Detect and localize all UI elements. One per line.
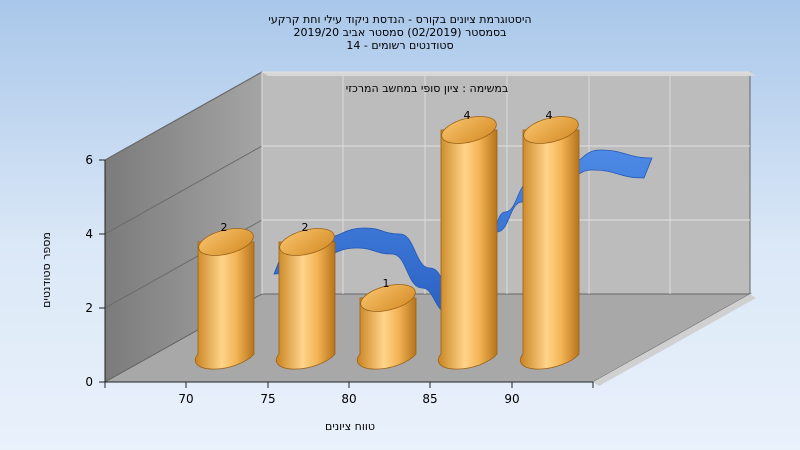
bar-value-label: 4 [464,109,471,122]
back-wall-edge [262,72,756,76]
bar-90: 4 [519,109,580,370]
chart-subtitle: במשימה : ציון סופי במחשב המרכזי [346,82,509,95]
y-tick-label: 4 [85,227,93,241]
grid-lines [104,71,750,309]
floor-front-edge [593,294,756,386]
bar-body [437,129,498,370]
bar-value-label: 2 [221,221,228,234]
bars-group: 2 2 1 4 4 [194,109,580,370]
grid-line-side [104,71,263,161]
bar-body [356,297,417,370]
x-tick-label: 85 [422,392,437,406]
bar-value-label: 4 [546,109,553,122]
x-axis-label: טווח ציונים [325,420,375,433]
bar-top [198,228,254,256]
bar-top [441,116,497,144]
x-tick-label: 80 [341,392,356,406]
title-line-3: סטודנטים רשומים - 14 [346,39,453,52]
y-tick-label: 2 [85,301,93,315]
bar-body [519,129,580,370]
bar-75: 2 [275,221,336,370]
bar-80: 1 [356,277,417,370]
bar-body [275,241,336,370]
chart-title: היסטוגרמת ציונים בקורס - הנדסת ניקוד עיל… [268,13,531,52]
grid-line-side [104,145,263,235]
bar-body [194,241,255,370]
bar-top [279,228,335,256]
y-tick-label: 0 [85,375,93,389]
y-tick-label: 6 [85,153,93,167]
title-line-2: בסמסטר (02/2019) סמסטר אביב 2019/20 [293,26,506,39]
x-tick-label: 75 [260,392,275,406]
curve-ribbon [273,149,653,313]
title-line-1: היסטוגרמת ציונים בקורס - הנדסת ניקוד עיל… [268,13,531,26]
bar-value-label: 1 [383,277,390,290]
bar-85: 4 [437,109,498,370]
distribution-curve [273,149,653,313]
axes-group: 0 2 4 6 70 75 80 85 90 [85,153,594,406]
x-tick-label: 90 [504,392,519,406]
bar-value-label: 2 [302,221,309,234]
bar-top [523,116,579,144]
bar-70: 2 [194,221,255,370]
bar-top [360,284,416,312]
y-axis-label: מספר סטודנטים [40,232,53,308]
x-tick-label: 70 [178,392,193,406]
